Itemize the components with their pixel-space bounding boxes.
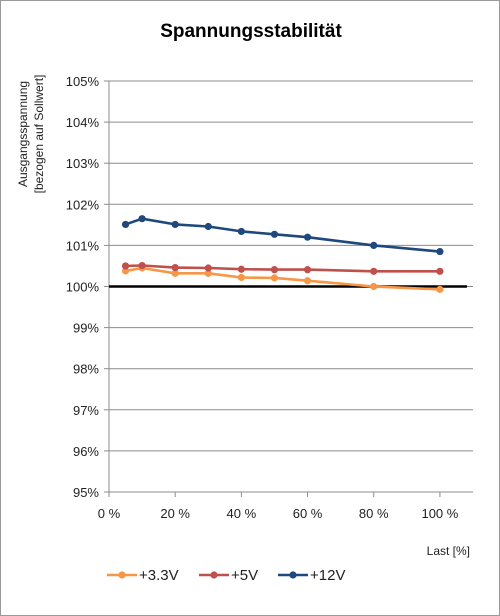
data-point [237,265,245,273]
legend-marker [118,571,126,579]
data-point [436,267,444,275]
legend-label: +5V [231,567,258,584]
tick-labels: 95% 96% 97% 98% 99% 100% 101% 102% 103% 104% 105% 0… [66,74,459,521]
data-point [270,274,279,282]
y-axis-title-line-2: [bezogen auf Sollwert] [32,75,46,194]
data-point [171,263,179,272]
y-tick-label: 96% [73,444,99,459]
data-point [436,247,444,256]
data-point [204,269,212,277]
y-tick-label: 100% [66,280,100,295]
data-point [204,222,212,231]
legend-marker [289,571,297,579]
data-point [237,227,245,236]
legend-label: +3.3V [139,567,179,584]
data-point [370,241,378,249]
x-tick-label: 100 % [421,506,458,521]
data-point [121,220,130,229]
data-point [436,285,444,293]
data-point [370,282,378,291]
y-tick-label: 98% [73,362,99,377]
data-point [121,267,130,275]
y-tick-label: 105% [66,74,100,89]
x-tick-label: 80 % [359,506,389,521]
data-point [204,264,212,272]
data-point [370,267,378,275]
y-tick-label: 104% [66,115,100,130]
y-tick-label: 99% [73,321,99,336]
y-tick-label: 101% [66,238,100,253]
y-tick-label: 97% [73,403,99,418]
data-point [303,266,312,274]
data-point [303,277,312,285]
chart-title: Spannungsstabilität [160,21,342,42]
series-layer [109,215,467,293]
legend-label: +12V [310,567,345,584]
legend-marker [210,571,218,579]
data-point [270,230,279,238]
y-tick-label: 103% [66,156,100,171]
y-tick-label: 102% [66,197,100,212]
data-point [138,261,146,270]
y-tick-label: 95% [73,485,99,500]
data-point [138,215,146,223]
data-point [270,266,279,274]
x-tick-label: 60 % [293,506,323,521]
x-tick-label: 20 % [160,506,190,521]
x-tick-label: 0 % [98,506,121,521]
x-tick-label: 40 % [227,506,257,521]
data-point [171,269,179,277]
data-point [303,233,312,241]
data-point [121,262,130,270]
x-axis-title: Last [%] [427,544,470,558]
data-point [237,273,245,282]
legend: +3.3V +5V +12V [107,567,345,584]
data-point [171,220,179,229]
y-axis-title-line-1: Ausgangsspannung [16,81,30,187]
